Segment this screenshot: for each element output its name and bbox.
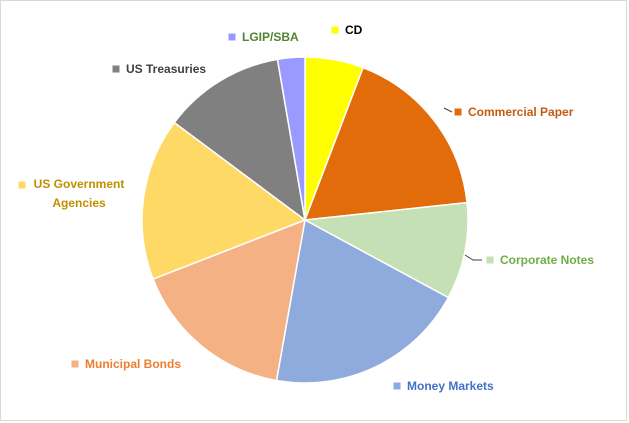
pie-slice bbox=[276, 56, 306, 221]
slice-label: US Government Agencies bbox=[33, 177, 125, 210]
slice-label: Commercial Paper bbox=[468, 105, 574, 119]
pie-slice bbox=[275, 218, 450, 384]
slice-label: LGIP/SBA bbox=[242, 30, 299, 44]
slice-label: Municipal Bonds bbox=[85, 357, 181, 371]
label-swatch bbox=[486, 256, 494, 264]
pie-slice bbox=[141, 121, 307, 281]
label-swatch bbox=[393, 382, 401, 390]
pie-slice bbox=[173, 58, 307, 222]
slice-label: Corporate Notes bbox=[500, 253, 594, 267]
pie-slice bbox=[302, 201, 469, 299]
slice-label: CD bbox=[345, 23, 363, 37]
leader-line bbox=[443, 107, 453, 113]
slice-label: Money Markets bbox=[407, 379, 494, 393]
pie-slice bbox=[152, 218, 306, 382]
label-swatch bbox=[71, 360, 79, 368]
label-swatch bbox=[18, 181, 26, 189]
label-swatch bbox=[112, 65, 120, 73]
label-swatch bbox=[228, 33, 236, 41]
leader-line bbox=[464, 254, 482, 261]
label-swatch bbox=[331, 26, 339, 34]
label-swatch bbox=[454, 108, 462, 116]
slice-label: US Treasuries bbox=[126, 62, 206, 76]
pie-slice bbox=[303, 66, 468, 221]
